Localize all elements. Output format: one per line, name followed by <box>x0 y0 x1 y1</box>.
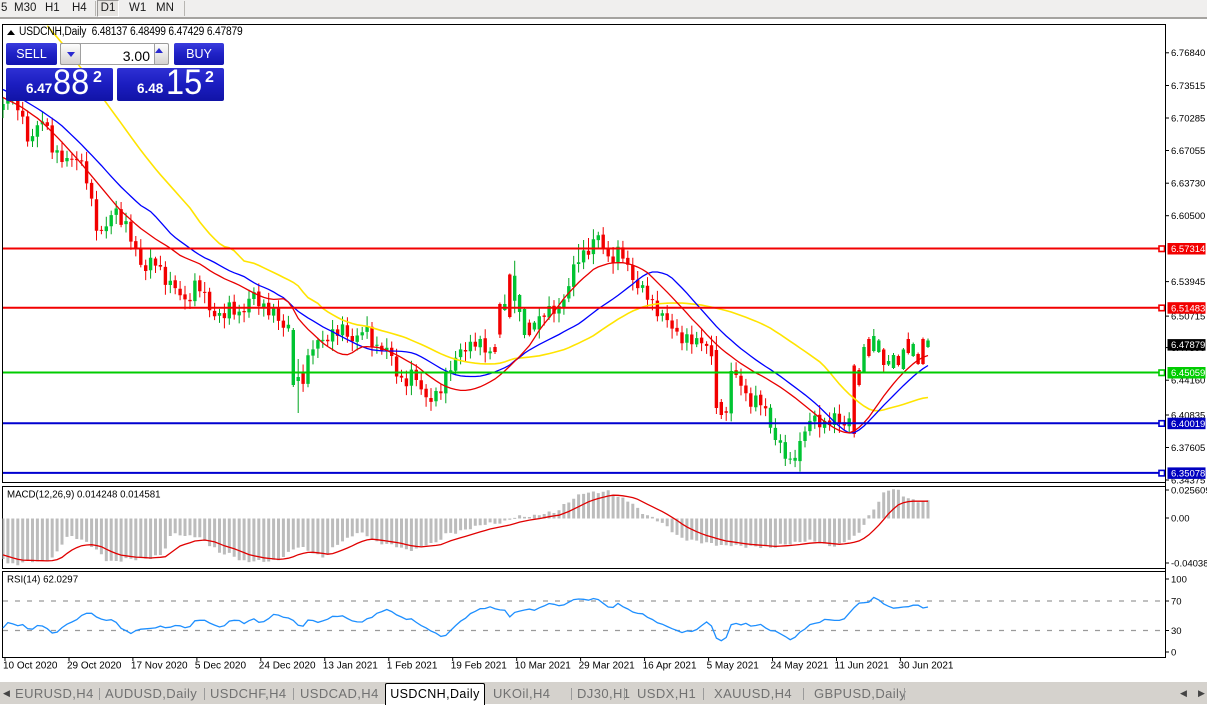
svg-text:6.63730: 6.63730 <box>1171 179 1205 190</box>
svg-text:6.60500: 6.60500 <box>1171 211 1205 222</box>
svg-text:6.76840: 6.76840 <box>1171 48 1205 59</box>
svg-text:6.45059: 6.45059 <box>1171 368 1205 379</box>
svg-text:6.47879: 6.47879 <box>1171 340 1205 351</box>
svg-text:0.00: 0.00 <box>1171 513 1190 524</box>
svg-text:17 Nov 2020: 17 Nov 2020 <box>131 661 188 672</box>
svg-text:6.53945: 6.53945 <box>1171 277 1205 288</box>
svg-text:1 Feb 2021: 1 Feb 2021 <box>387 661 438 672</box>
svg-text:24 May 2021: 24 May 2021 <box>771 661 829 672</box>
svg-text:6.51483: 6.51483 <box>1171 303 1205 314</box>
svg-text:6.40835: 6.40835 <box>1171 410 1205 421</box>
svg-text:10 Oct 2020: 10 Oct 2020 <box>3 661 58 672</box>
svg-text:6.67055: 6.67055 <box>1171 146 1205 157</box>
svg-text:6.34375: 6.34375 <box>1171 475 1205 486</box>
svg-text:6.37605: 6.37605 <box>1171 443 1205 454</box>
svg-text:5 Dec 2020: 5 Dec 2020 <box>195 661 247 672</box>
svg-text:30 Jun 2021: 30 Jun 2021 <box>898 661 953 672</box>
svg-text:16 Apr 2021: 16 Apr 2021 <box>643 661 697 672</box>
svg-text:29 Mar 2021: 29 Mar 2021 <box>579 661 636 672</box>
svg-text:10 Mar 2021: 10 Mar 2021 <box>515 661 572 672</box>
svg-text:6.73515: 6.73515 <box>1171 81 1205 92</box>
svg-text:19 Feb 2021: 19 Feb 2021 <box>451 661 508 672</box>
svg-text:6.40019: 6.40019 <box>1171 419 1205 430</box>
svg-text:0: 0 <box>1171 647 1176 658</box>
svg-text:5 May 2021: 5 May 2021 <box>707 661 760 672</box>
svg-text:6.35078: 6.35078 <box>1171 469 1205 480</box>
svg-text:24 Dec 2020: 24 Dec 2020 <box>259 661 316 672</box>
svg-text:MACD(12,26,9) 0.014248 0.01458: MACD(12,26,9) 0.014248 0.014581 <box>7 490 161 501</box>
svg-text:6.57314: 6.57314 <box>1171 244 1205 255</box>
svg-text:6.70285: 6.70285 <box>1171 113 1205 124</box>
svg-text:11 Jun 2021: 11 Jun 2021 <box>835 661 890 672</box>
svg-text:0.025609: 0.025609 <box>1171 485 1207 496</box>
svg-text:70: 70 <box>1171 596 1182 607</box>
svg-text:30: 30 <box>1171 626 1182 637</box>
svg-text:RSI(14) 62.0297: RSI(14) 62.0297 <box>7 575 78 586</box>
svg-text:-0.040386: -0.040386 <box>1171 558 1207 569</box>
svg-text:6.50715: 6.50715 <box>1171 312 1205 323</box>
svg-text:13 Jan 2021: 13 Jan 2021 <box>323 661 378 672</box>
svg-text:100: 100 <box>1171 574 1187 585</box>
svg-text:6.44160: 6.44160 <box>1171 376 1205 387</box>
svg-text:29 Oct 2020: 29 Oct 2020 <box>67 661 122 672</box>
